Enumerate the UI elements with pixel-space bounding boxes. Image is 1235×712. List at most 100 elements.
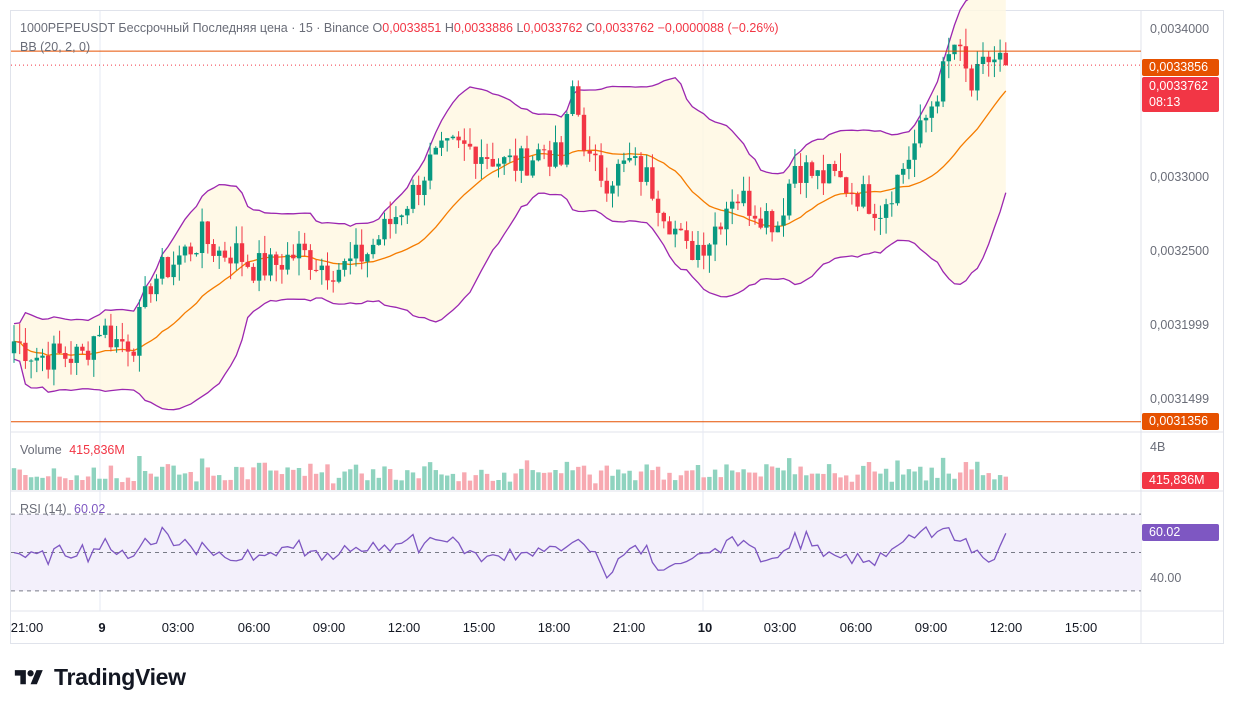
rsi-label[interactable]: RSI (14) xyxy=(20,502,67,516)
candle xyxy=(576,80,581,117)
volume-bar xyxy=(849,481,855,490)
time-tick-label: 15:00 xyxy=(462,620,496,635)
candle xyxy=(336,262,342,284)
candle xyxy=(348,242,353,275)
candle xyxy=(171,251,176,286)
candle xyxy=(97,325,102,337)
candle-body xyxy=(872,213,877,219)
candle xyxy=(370,238,376,259)
candle xyxy=(331,270,336,293)
candle xyxy=(74,343,79,375)
candle xyxy=(775,221,780,233)
volume-badge: 415,836M xyxy=(1142,472,1219,489)
candle-body xyxy=(188,246,193,255)
tradingview-logo[interactable]: TradingView xyxy=(12,664,186,691)
candle xyxy=(359,229,364,270)
candle-body xyxy=(564,114,570,165)
volume-bar xyxy=(274,470,279,490)
candle-body xyxy=(433,147,438,155)
volume-bar xyxy=(855,474,860,490)
volume-bar xyxy=(747,472,752,490)
candle-body xyxy=(217,250,222,256)
volume-bar xyxy=(610,475,615,490)
candle xyxy=(769,209,775,242)
volume-bar xyxy=(473,475,478,490)
candle-body xyxy=(798,165,803,183)
candle-body xyxy=(445,138,450,141)
volume-bar xyxy=(171,465,176,490)
bollinger-bands xyxy=(13,0,1007,411)
candle-body xyxy=(730,201,735,209)
candle-body xyxy=(929,106,934,118)
candle-body xyxy=(490,158,495,167)
volume-bar xyxy=(399,480,404,490)
candle xyxy=(616,159,621,197)
volume-label[interactable]: Volume xyxy=(20,443,62,457)
candle-body xyxy=(655,198,661,213)
volume-bar xyxy=(661,479,666,490)
time-tick-label: 06:00 xyxy=(237,620,271,635)
volume-bar xyxy=(467,480,473,490)
rsi-pane xyxy=(11,513,1141,592)
candle xyxy=(120,322,125,353)
candle xyxy=(730,189,735,225)
volume-bar xyxy=(393,479,399,490)
candle xyxy=(262,235,267,281)
candle-body xyxy=(821,170,826,184)
rsi-axis-label: 40.00 xyxy=(1150,571,1182,585)
time-tick-label: 21:00 xyxy=(612,620,646,635)
candle xyxy=(741,176,746,207)
volume-bar xyxy=(456,481,461,490)
candle xyxy=(296,231,302,276)
candle-body xyxy=(17,341,22,343)
candle-body xyxy=(456,136,461,141)
symbol-title[interactable]: 1000PEPEUSDT Бессрочный Последняя цена ·… xyxy=(20,21,370,35)
volume-bar xyxy=(462,472,467,490)
volume-bar xyxy=(781,470,786,490)
volume-bar xyxy=(861,465,866,490)
candle-body xyxy=(861,184,866,207)
candle-body xyxy=(462,140,467,144)
volume-bar xyxy=(245,479,250,490)
volume-bar xyxy=(923,480,929,490)
candle-body xyxy=(712,226,718,245)
volume-bar xyxy=(1003,476,1008,490)
candle xyxy=(581,107,587,157)
volume-bar xyxy=(667,472,672,490)
candle xyxy=(194,252,199,257)
candle xyxy=(707,243,712,273)
candle xyxy=(587,136,592,162)
volume-bar xyxy=(889,481,894,490)
candle xyxy=(211,239,216,263)
bb-indicator-label[interactable]: BB (20, 2, 0) xyxy=(20,40,91,54)
volume-bar xyxy=(234,466,239,490)
candle-body xyxy=(935,101,940,107)
close-value: 0,0033762 xyxy=(595,21,655,35)
volume-bar xyxy=(319,472,324,490)
high-value: 0,0033886 xyxy=(453,21,513,35)
candle xyxy=(747,176,752,227)
candle-body xyxy=(393,217,399,225)
candle-body xyxy=(296,243,302,259)
candle-body xyxy=(353,244,359,259)
candle xyxy=(940,56,946,108)
candle xyxy=(519,145,524,183)
change-value: −0,0000088 (−0.26%) xyxy=(657,21,779,35)
candle-body xyxy=(274,254,279,265)
volume-bar xyxy=(769,466,775,490)
candle xyxy=(239,226,245,277)
candle xyxy=(610,181,615,208)
volume-bar xyxy=(188,471,193,490)
volume-bar xyxy=(85,476,91,490)
volume-bar xyxy=(496,479,501,490)
candle-body xyxy=(826,164,832,184)
candle xyxy=(490,142,495,167)
candle xyxy=(553,125,558,169)
candle xyxy=(969,64,974,97)
candle xyxy=(502,156,507,175)
candle-body xyxy=(302,243,307,251)
candle-body xyxy=(222,250,228,258)
volume-bar xyxy=(370,469,376,490)
candle xyxy=(804,155,809,198)
